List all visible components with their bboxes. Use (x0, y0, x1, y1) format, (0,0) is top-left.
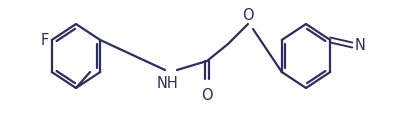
Text: O: O (201, 87, 213, 102)
Text: O: O (242, 8, 254, 23)
Text: NH: NH (156, 75, 178, 90)
Text: F: F (41, 33, 49, 48)
Text: N: N (354, 38, 365, 53)
